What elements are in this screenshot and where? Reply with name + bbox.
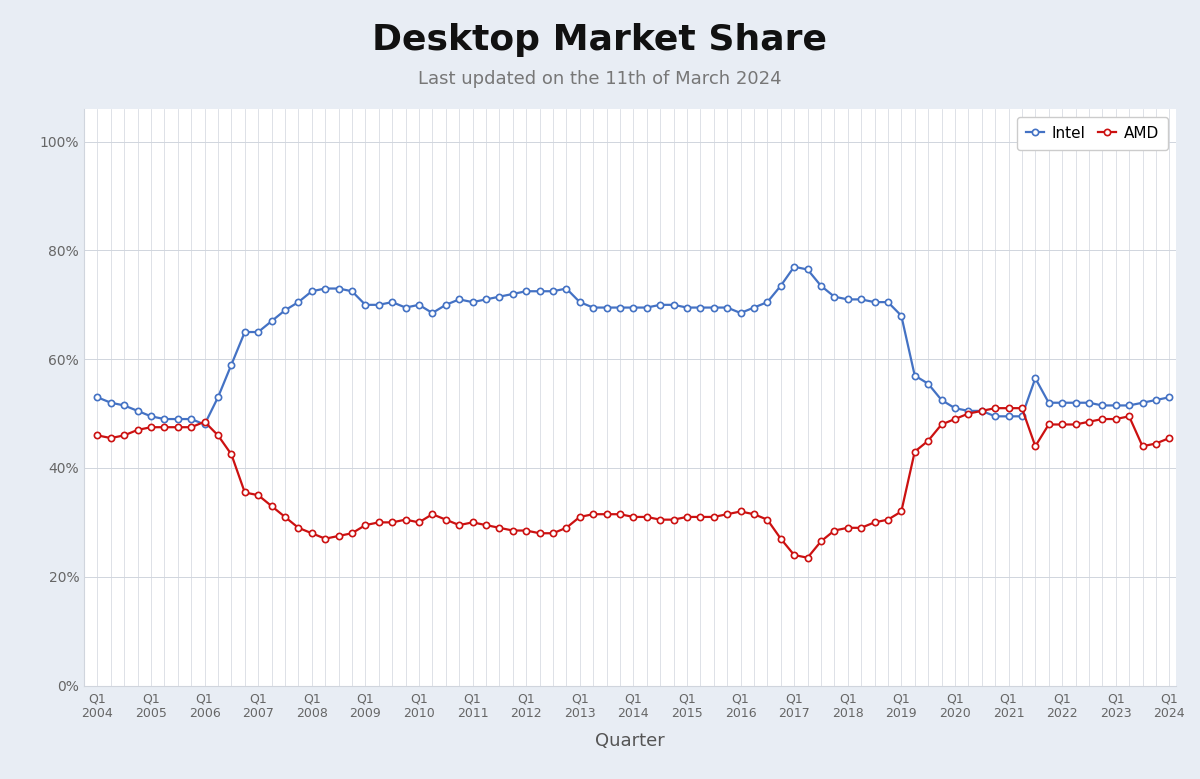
AMD — [90, 431, 104, 440]
AMD — [760, 515, 774, 524]
AMD — [800, 553, 815, 562]
AMD — [988, 404, 1002, 413]
Legend: Intel, AMD: Intel, AMD — [1016, 117, 1169, 150]
Intel — [1081, 398, 1096, 407]
Intel — [1042, 398, 1056, 407]
Intel — [1162, 393, 1176, 402]
Text: Last updated on the 11th of March 2024: Last updated on the 11th of March 2024 — [418, 70, 782, 88]
AMD — [974, 406, 989, 415]
Intel — [694, 303, 708, 312]
Intel — [988, 411, 1002, 421]
Text: Desktop Market Share: Desktop Market Share — [372, 23, 828, 58]
Line: Intel: Intel — [95, 263, 1172, 428]
AMD — [679, 513, 694, 522]
Intel — [197, 420, 211, 429]
AMD — [1162, 433, 1176, 442]
AMD — [1081, 417, 1096, 426]
Line: AMD: AMD — [95, 405, 1172, 561]
Intel — [774, 281, 788, 291]
Intel — [787, 262, 802, 271]
Intel — [907, 371, 922, 380]
Intel — [90, 393, 104, 402]
AMD — [894, 507, 908, 516]
AMD — [1042, 420, 1056, 429]
X-axis label: Quarter: Quarter — [595, 731, 665, 749]
